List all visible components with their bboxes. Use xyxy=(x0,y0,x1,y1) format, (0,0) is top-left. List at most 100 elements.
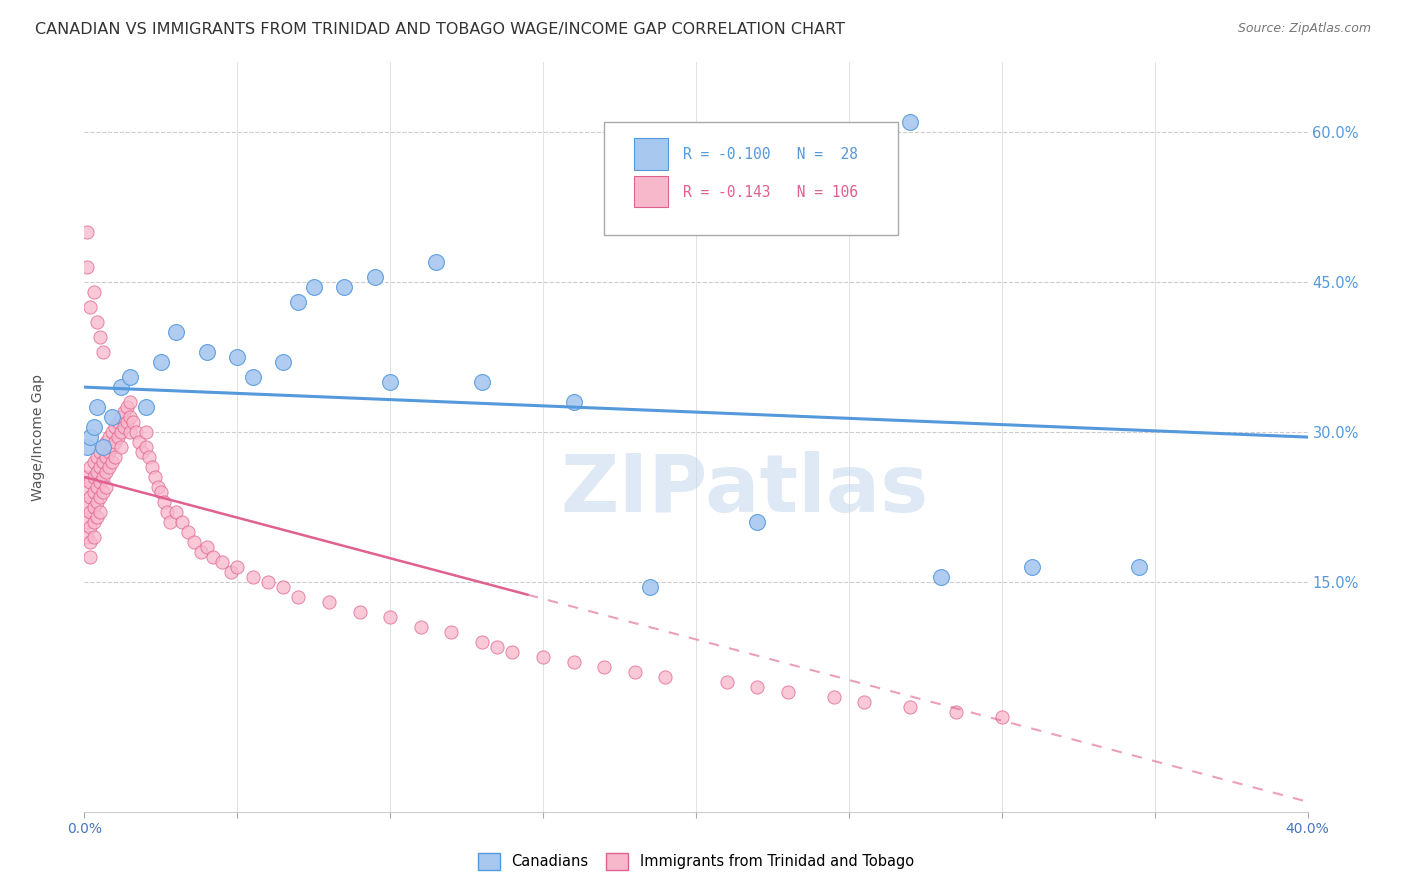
Point xyxy=(79,475,101,489)
Point xyxy=(271,355,294,369)
Point xyxy=(190,545,212,559)
Point xyxy=(104,420,127,434)
Point xyxy=(94,450,117,464)
Point xyxy=(91,470,114,484)
Point xyxy=(110,425,132,439)
Point xyxy=(76,515,98,529)
Point xyxy=(125,425,148,439)
Point xyxy=(112,420,135,434)
FancyBboxPatch shape xyxy=(605,122,898,235)
Point xyxy=(257,574,280,589)
Point xyxy=(107,415,129,429)
Point xyxy=(104,450,127,464)
Point xyxy=(146,480,169,494)
Point xyxy=(1021,560,1043,574)
Point xyxy=(271,580,294,594)
Point xyxy=(409,620,432,634)
Point xyxy=(94,435,117,450)
Point xyxy=(302,280,325,294)
Point xyxy=(86,315,108,329)
Point xyxy=(242,370,264,384)
Point xyxy=(76,500,98,514)
Point xyxy=(898,699,921,714)
Point xyxy=(83,530,105,544)
Point xyxy=(89,445,111,459)
Point xyxy=(91,345,114,359)
Point xyxy=(91,440,114,454)
Point xyxy=(86,495,108,509)
Point xyxy=(823,690,845,704)
Point xyxy=(593,660,616,674)
Point xyxy=(131,445,153,459)
Point xyxy=(853,695,876,709)
Point xyxy=(211,555,233,569)
Point xyxy=(172,515,194,529)
Point xyxy=(83,420,105,434)
Point xyxy=(159,515,181,529)
Point xyxy=(101,455,124,469)
Point xyxy=(91,440,114,454)
Point xyxy=(165,505,187,519)
Point xyxy=(101,425,124,439)
Point xyxy=(107,430,129,444)
Text: CANADIAN VS IMMIGRANTS FROM TRINIDAD AND TOBAGO WAGE/INCOME GAP CORRELATION CHAR: CANADIAN VS IMMIGRANTS FROM TRINIDAD AND… xyxy=(35,22,845,37)
Point xyxy=(1128,560,1150,574)
Point xyxy=(219,565,242,579)
Point xyxy=(97,460,120,475)
Point xyxy=(471,635,494,649)
Point xyxy=(79,300,101,314)
Point xyxy=(380,375,402,389)
Point xyxy=(177,524,200,539)
Point xyxy=(747,515,769,529)
Point xyxy=(76,225,98,239)
Point xyxy=(425,255,447,269)
Point xyxy=(97,430,120,444)
Point xyxy=(86,465,108,479)
Point xyxy=(104,435,127,450)
FancyBboxPatch shape xyxy=(634,176,668,207)
Point xyxy=(638,580,661,594)
Text: Source: ZipAtlas.com: Source: ZipAtlas.com xyxy=(1237,22,1371,36)
Point xyxy=(380,610,402,624)
Point xyxy=(91,485,114,500)
Point xyxy=(716,674,738,689)
Point xyxy=(79,535,101,549)
Point xyxy=(110,380,132,394)
Point xyxy=(287,590,309,604)
Point xyxy=(83,500,105,514)
Point xyxy=(440,624,463,639)
Point xyxy=(135,400,157,414)
Point xyxy=(91,455,114,469)
Point xyxy=(991,710,1014,724)
Point xyxy=(929,570,952,584)
Point xyxy=(101,410,124,425)
Point xyxy=(562,395,585,409)
Point xyxy=(201,549,224,564)
Point xyxy=(86,450,108,464)
Point xyxy=(122,415,145,429)
Point xyxy=(156,505,179,519)
Point xyxy=(89,330,111,344)
Point xyxy=(79,549,101,564)
Text: R = -0.143   N = 106: R = -0.143 N = 106 xyxy=(682,185,858,200)
Point xyxy=(471,375,494,389)
Point xyxy=(242,570,264,584)
Point xyxy=(149,355,172,369)
Point xyxy=(562,655,585,669)
Point xyxy=(195,540,218,554)
Text: R = -0.100   N =  28: R = -0.100 N = 28 xyxy=(682,147,858,162)
Point xyxy=(86,480,108,494)
Point xyxy=(89,460,111,475)
Point xyxy=(318,595,340,609)
Point xyxy=(110,410,132,425)
Point xyxy=(149,485,172,500)
Point xyxy=(115,415,138,429)
Point xyxy=(624,665,647,679)
Point xyxy=(94,480,117,494)
Point xyxy=(115,400,138,414)
Point xyxy=(79,490,101,504)
Point xyxy=(654,670,676,684)
Point xyxy=(94,465,117,479)
Point xyxy=(135,440,157,454)
Point xyxy=(141,460,163,475)
